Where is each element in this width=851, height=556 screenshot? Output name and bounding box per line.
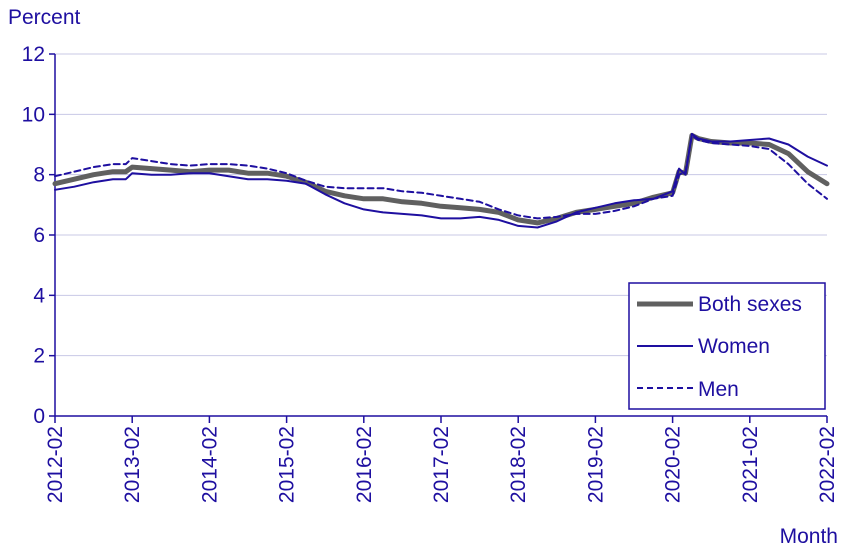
x-tick-label: 2013-02 xyxy=(121,426,144,503)
y-tick-label: 2 xyxy=(33,345,45,368)
x-tick-label: 2017-02 xyxy=(430,426,453,503)
x-tick-label: 2022-02 xyxy=(816,426,839,503)
x-tick-label: 2018-02 xyxy=(507,426,530,503)
y-tick-label: 10 xyxy=(22,103,45,126)
x-tick-label: 2019-02 xyxy=(584,426,607,503)
series-line-men xyxy=(54,134,828,220)
y-tick-label: 8 xyxy=(33,164,45,187)
legend-label-both-sexes: Both sexes xyxy=(698,293,802,316)
y-tick-labels: 0 2 4 6 8 10 12 xyxy=(22,43,46,428)
y-tick-label: 0 xyxy=(33,405,45,428)
axes xyxy=(49,53,828,423)
legend-label-women: Women xyxy=(698,335,770,358)
x-tick-label: 2016-02 xyxy=(353,426,376,503)
series-line-both-sexes xyxy=(52,132,830,226)
y-tick-label: 6 xyxy=(33,224,45,247)
x-tick-label: 2020-02 xyxy=(662,426,685,503)
x-tick-label: 2014-02 xyxy=(198,426,221,503)
series-lines xyxy=(52,132,830,229)
x-tick-label: 2021-02 xyxy=(739,426,762,503)
legend: Both sexes Women Men xyxy=(628,282,826,410)
y-axis-title: Percent xyxy=(8,6,81,29)
series-line-women xyxy=(54,132,828,229)
x-tick-label: 2012-02 xyxy=(44,426,67,503)
y-tick-label: 4 xyxy=(33,284,45,307)
x-tick-label: 2015-02 xyxy=(276,426,299,503)
legend-label-men: Men xyxy=(698,378,739,401)
x-axis-title: Month xyxy=(779,525,838,548)
y-tick-label: 12 xyxy=(22,43,45,66)
x-tick-labels: 2012-02 2013-02 2014-02 2015-02 2016-02 2017-… xyxy=(44,426,839,503)
